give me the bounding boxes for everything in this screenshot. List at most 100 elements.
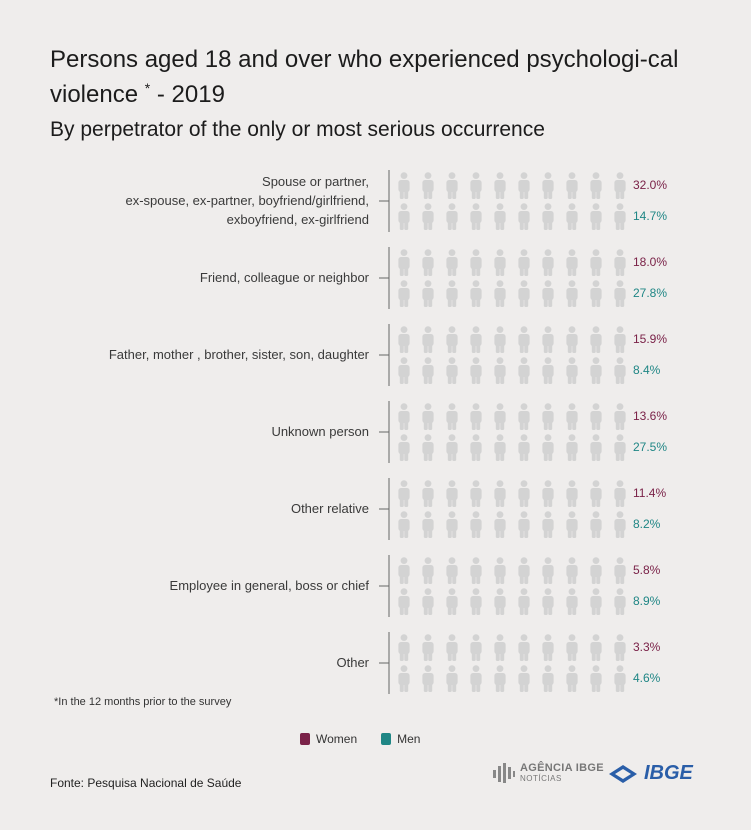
person-icon <box>470 326 482 353</box>
person-icon <box>446 357 458 384</box>
men-icon-row <box>398 203 626 230</box>
person-icon <box>614 203 626 230</box>
person-icon <box>542 511 554 538</box>
category-group: Spouse or partner, ex-spouse, ex-partner,… <box>125 170 667 232</box>
person-icon <box>566 326 578 353</box>
agencia-logo-line1: AGÊNCIA IBGE <box>520 762 604 774</box>
person-icon <box>590 665 602 692</box>
women-value-label: 3.3% <box>633 640 661 654</box>
person-icon <box>398 665 410 692</box>
person-icon <box>398 249 410 276</box>
men-icon-row <box>398 280 626 307</box>
person-icon <box>566 357 578 384</box>
ibge-logo-icon <box>609 764 637 783</box>
legend: Women Men <box>300 732 420 746</box>
person-icon <box>590 434 602 461</box>
person-icon <box>470 434 482 461</box>
person-icon <box>422 172 434 199</box>
person-icon <box>542 326 554 353</box>
person-icon <box>422 557 434 584</box>
person-icon <box>614 665 626 692</box>
person-icon <box>614 557 626 584</box>
person-icon <box>494 203 506 230</box>
person-icon <box>590 557 602 584</box>
ibge-logo: IBGE <box>608 762 693 785</box>
person-icon <box>494 557 506 584</box>
person-icon <box>398 480 410 507</box>
person-icon <box>590 480 602 507</box>
person-icon <box>470 203 482 230</box>
person-icon <box>566 203 578 230</box>
category-label: Friend, colleague or neighbor <box>200 270 370 285</box>
agencia-logo-line2: NOTÍCIAS <box>520 774 562 783</box>
person-icon <box>494 403 506 430</box>
person-icon <box>518 557 530 584</box>
person-icon <box>566 403 578 430</box>
women-icon-row <box>398 249 626 276</box>
category-label: Unknown person <box>271 424 369 439</box>
men-value-label: 27.8% <box>633 286 667 300</box>
person-icon <box>590 357 602 384</box>
person-icon <box>446 665 458 692</box>
person-icon <box>446 588 458 615</box>
person-icon <box>566 480 578 507</box>
men-icon-row <box>398 511 626 538</box>
person-icon <box>422 588 434 615</box>
person-icon <box>590 249 602 276</box>
person-icon <box>518 665 530 692</box>
category-group: Employee in general, boss or chief 5.8% 8.… <box>170 555 661 617</box>
person-icon <box>518 172 530 199</box>
person-icon <box>398 280 410 307</box>
chart-title: Persons aged 18 and over who experienced… <box>50 46 679 108</box>
person-icon <box>422 434 434 461</box>
person-icon <box>614 511 626 538</box>
legend-label-women: Women <box>316 732 358 746</box>
category-label: exboyfriend, ex-girlfriend <box>227 212 369 227</box>
women-icon-row <box>398 634 626 661</box>
person-icon <box>614 634 626 661</box>
men-icon-row <box>398 434 626 461</box>
category-group: Unknown person 13.6% 27.5% <box>271 401 667 463</box>
person-icon <box>542 280 554 307</box>
person-icon <box>446 403 458 430</box>
person-icon <box>494 511 506 538</box>
person-icon <box>566 665 578 692</box>
women-icon-row <box>398 557 626 584</box>
person-icon <box>518 203 530 230</box>
category-group: Father, mother , brother, sister, son, d… <box>109 324 667 386</box>
person-icon <box>590 280 602 307</box>
person-icon <box>398 511 410 538</box>
person-icon <box>566 249 578 276</box>
agencia-logo-icon <box>493 763 515 783</box>
person-icon <box>590 326 602 353</box>
person-icon <box>542 403 554 430</box>
person-icon <box>542 203 554 230</box>
person-icon <box>494 172 506 199</box>
person-icon <box>470 511 482 538</box>
person-icon <box>422 665 434 692</box>
person-icon <box>422 280 434 307</box>
women-icon-row <box>398 403 626 430</box>
person-icon <box>422 203 434 230</box>
person-icon <box>422 511 434 538</box>
person-icon <box>566 634 578 661</box>
women-value-label: 5.8% <box>633 563 661 577</box>
person-icon <box>470 249 482 276</box>
person-icon <box>614 403 626 430</box>
person-icon <box>494 634 506 661</box>
person-icon <box>518 249 530 276</box>
person-icon <box>398 172 410 199</box>
person-icon <box>566 557 578 584</box>
person-icon <box>446 511 458 538</box>
legend-swatch-men <box>381 733 392 745</box>
category-group: Other 3.3% 4.6% <box>336 632 661 694</box>
person-icon <box>470 280 482 307</box>
person-icon <box>470 172 482 199</box>
women-icon-row <box>398 480 626 507</box>
person-icon <box>494 249 506 276</box>
source-note: Fonte: Pesquisa Nacional de Saúde <box>50 776 242 790</box>
person-icon <box>542 357 554 384</box>
agencia-ibge-logo: AGÊNCIA IBGE NOTÍCIAS <box>492 762 604 784</box>
category-label: Spouse or partner, <box>262 174 369 189</box>
men-value-label: 4.6% <box>633 671 661 685</box>
